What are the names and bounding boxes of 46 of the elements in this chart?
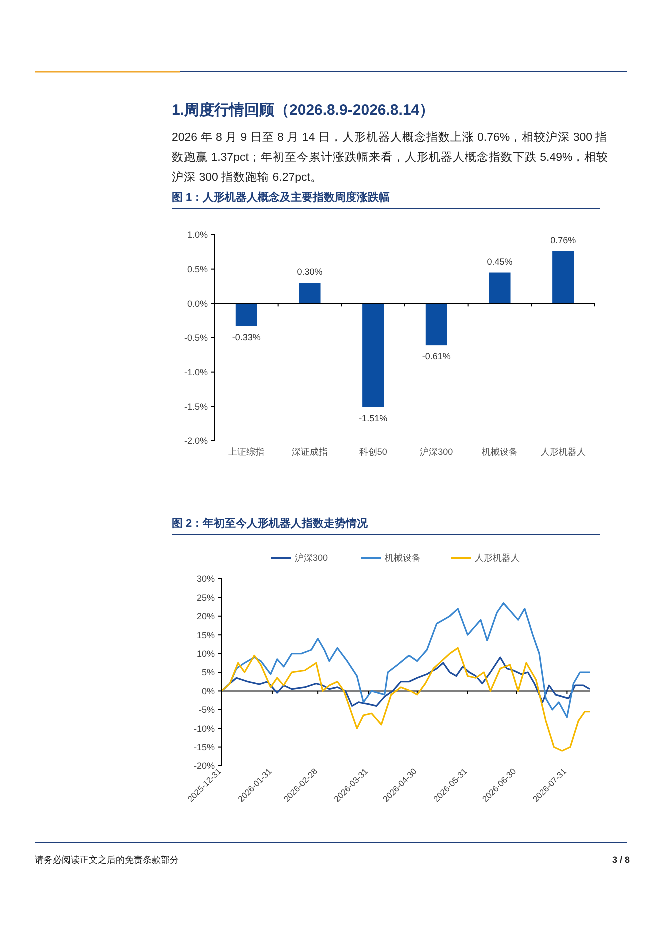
chart-title: 图 1：人形机器人概念及主要指数周度涨跌幅 [172, 191, 390, 204]
data-label: 0.76% [550, 235, 576, 246]
x-tick-label: 深证成指 [292, 447, 328, 457]
y-tick-label: 5% [202, 668, 215, 678]
legend-label: 沪深300 [295, 553, 328, 564]
y-tick-label: 15% [196, 630, 215, 640]
line-series [221, 647, 591, 752]
y-tick-label: -1.5% [184, 402, 208, 412]
y-tick-label: -0.5% [184, 333, 208, 344]
data-label: 0.30% [297, 267, 323, 278]
y-tick-label: -1.0% [184, 367, 208, 378]
y-tick-label: 0% [202, 686, 215, 696]
data-label: -0.33% [232, 332, 261, 342]
text: 2026 年 8 月 9 日至 8 月 14 日，人形机器人概念指数上涨 0.76%，相较沪深 300 指数跑赢 1.37pct；年初至今累计涨跌幅来看，人形机器人概念指数下跌 5.49%，相较沪深 300 指数跑输 6.27pct。 [172, 130, 610, 186]
bar [236, 304, 258, 326]
y-tick-label: 1.0% [187, 230, 208, 240]
y-tick-label: -2.0% [184, 436, 208, 446]
y-tick-label: 25% [196, 592, 215, 603]
bar [362, 304, 384, 408]
bar [426, 304, 448, 346]
legend-label: 机械设备 [385, 553, 421, 564]
x-tick-label: 上证综指 [228, 447, 265, 457]
y-tick-label: 30% [196, 574, 215, 584]
y-tick-label: -5% [198, 705, 215, 716]
x-tick-label: 科创50 [359, 447, 388, 457]
y-tick-label: 20% [196, 612, 215, 622]
y-tick-label: -15% [194, 742, 215, 752]
y-tick-label: 0.0% [187, 298, 208, 309]
x-tick-label: 沪深300 [420, 447, 454, 457]
x-tick-label: 机械设备 [482, 447, 518, 457]
text: 1.周度行情回顾（2026.8.9-2026.8.14） [172, 101, 436, 121]
text: 3 / 8 [611, 854, 630, 867]
y-tick-label: 0.5% [187, 264, 208, 274]
y-tick-label: -10% [194, 724, 215, 734]
bar [552, 251, 574, 304]
data-label: -0.61% [422, 352, 451, 362]
data-label: -1.51% [359, 413, 388, 424]
y-tick-label: -20% [194, 761, 215, 772]
x-tick-label: 人形机器人 [540, 447, 586, 457]
legend-label: 人形机器人 [475, 553, 520, 564]
chart-title: 图 2：年初至今人形机器人指数走势情况 [172, 517, 370, 530]
data-label: 0.45% [487, 256, 513, 267]
y-tick-label: 10% [196, 648, 215, 659]
bar [489, 272, 511, 304]
bar [299, 283, 321, 304]
text: 请务必阅读正文之后的免责条款部分 [35, 854, 180, 867]
